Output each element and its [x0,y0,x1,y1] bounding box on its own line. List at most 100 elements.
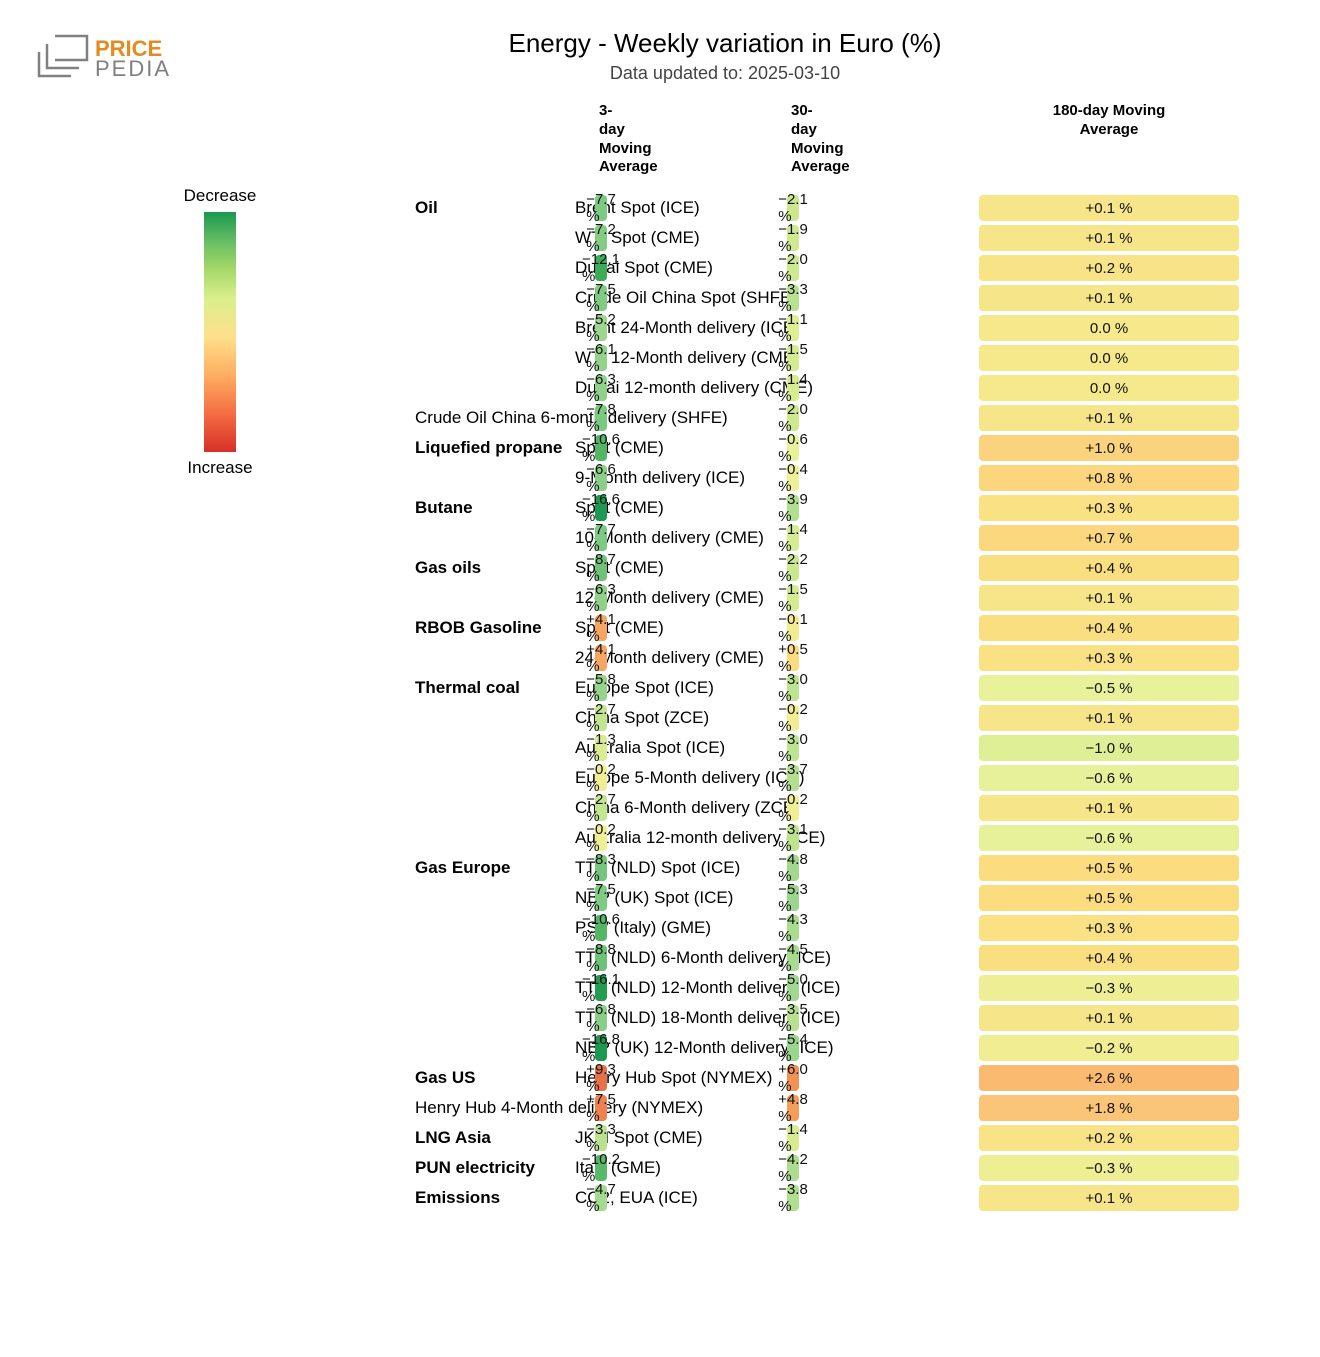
value-cell: −10.2 % [595,1153,607,1183]
value-pill: −7.5 % [595,285,607,311]
value-cell: +1.8 % [979,1093,1239,1123]
value-pill: −5.8 % [595,675,607,701]
category-label: Thermal coal [415,678,575,698]
value-pill: −6.3 % [595,375,607,401]
value-cell: −1.4 % [787,523,799,553]
value-cell: +4.1 % [595,643,607,673]
value-cell: −0.6 % [979,823,1239,853]
logo: PRICE PEDIA [25,20,415,86]
value-pill: +0.1 % [979,405,1239,431]
value-cell: +0.4 % [979,943,1239,973]
value-cell: +0.7 % [979,523,1239,553]
value-pill: −10.6 % [595,915,607,941]
value-cell: −4.2 % [787,1153,799,1183]
value-cell: −4.7 % [595,1183,607,1213]
value-pill: −6.6 % [595,465,607,491]
value-cell: −5.0 % [787,973,799,1003]
row-label-cell: PUN electricityItaly (GME) [415,1153,595,1183]
row-label-cell: WTI Spot (CME) [415,223,595,253]
value-cell: −0.1 % [787,613,799,643]
value-cell: −4.8 % [787,853,799,883]
value-cell: +9.3 % [595,1063,607,1093]
value-pill: −0.2 % [787,795,799,821]
row-label-cell: 9-Month delivery (ICE) [415,463,595,493]
col-header-1: 30-day MovingAverage [787,96,799,193]
value-cell: −10.6 % [595,433,607,463]
row-label-cell: Crude Oil China Spot (SHFE) [415,283,595,313]
value-cell: −2.0 % [787,253,799,283]
value-pill: −0.3 % [979,1155,1239,1181]
value-cell: 0.0 % [979,313,1239,343]
row-label-cell: Thermal coalEurope Spot (ICE) [415,673,595,703]
value-pill: −0.4 % [787,465,799,491]
category-label: Emissions [415,1188,575,1208]
value-cell: −3.0 % [787,733,799,763]
value-pill: −1.1 % [787,315,799,341]
value-pill: −0.5 % [979,675,1239,701]
row-label-cell: Gas EuropeTTF (NLD) Spot (ICE) [415,853,595,883]
value-pill: −3.1 % [787,825,799,851]
value-pill: −1.5 % [787,345,799,371]
value-cell: −7.7 % [595,193,607,223]
value-pill: +0.5 % [979,885,1239,911]
value-pill: +0.4 % [979,945,1239,971]
value-pill: −4.5 % [787,945,799,971]
value-cell: 0.0 % [979,373,1239,403]
value-pill: −5.3 % [787,885,799,911]
category-label: PUN electricity [415,1158,575,1178]
value-cell: −3.9 % [787,493,799,523]
value-pill: −16.1 % [595,975,607,1001]
row-label: Henry Hub 4-Month delivery (NYMEX) [415,1098,595,1118]
value-pill: −2.7 % [595,795,607,821]
value-cell: +4.1 % [595,613,607,643]
value-pill: −3.9 % [787,495,799,521]
value-cell: +0.5 % [787,643,799,673]
value-cell: −3.8 % [787,1183,799,1213]
value-cell: −12.1 % [595,253,607,283]
row-label-cell: TTF (NLD) 6-Month delivery (ICE) [415,943,595,973]
category-label: Gas oils [415,558,575,578]
value-cell: +0.1 % [979,793,1239,823]
value-pill: +0.2 % [979,1125,1239,1151]
value-pill: −5.2 % [595,315,607,341]
value-cell: −0.2 % [595,763,607,793]
row-label-cell: Dubai 12-month delivery (CME) [415,373,595,403]
value-pill: +0.1 % [979,285,1239,311]
value-pill: −4.8 % [787,855,799,881]
value-pill: 0.0 % [979,345,1239,371]
value-pill: +0.3 % [979,915,1239,941]
value-pill: −3.3 % [787,285,799,311]
value-cell: −7.7 % [595,523,607,553]
value-pill: −0.3 % [979,975,1239,1001]
value-cell: −8.8 % [595,943,607,973]
value-pill: −1.4 % [787,1125,799,1151]
value-pill: 0.0 % [979,315,1239,341]
value-cell: −0.5 % [979,673,1239,703]
value-pill: 0.0 % [979,375,1239,401]
value-pill: −2.0 % [787,255,799,281]
value-pill: +0.3 % [979,645,1239,671]
row-label-cell: OilBrent Spot (ICE) [415,193,595,223]
value-cell: −3.5 % [787,1003,799,1033]
value-cell: +0.2 % [979,253,1239,283]
value-pill: −6.3 % [595,585,607,611]
value-pill: −5.4 % [787,1035,799,1061]
value-pill: −3.0 % [787,735,799,761]
value-cell: −5.3 % [787,883,799,913]
value-pill: +0.4 % [979,555,1239,581]
value-cell: −16.1 % [595,973,607,1003]
value-cell: +0.3 % [979,493,1239,523]
row-label-cell: Australia Spot (ICE) [415,733,595,763]
value-cell: +1.0 % [979,433,1239,463]
value-pill: −0.2 % [787,705,799,731]
value-pill: −3.5 % [787,1005,799,1031]
value-cell: +0.8 % [979,463,1239,493]
value-pill: +0.1 % [979,705,1239,731]
value-pill: −8.3 % [595,855,607,881]
value-cell: +7.5 % [595,1093,607,1123]
row-label-cell: PSV (Italy) (GME) [415,913,595,943]
value-pill: +0.1 % [979,195,1239,221]
value-cell: −6.1 % [595,343,607,373]
value-pill: +1.8 % [979,1095,1239,1121]
value-pill: −4.3 % [787,915,799,941]
